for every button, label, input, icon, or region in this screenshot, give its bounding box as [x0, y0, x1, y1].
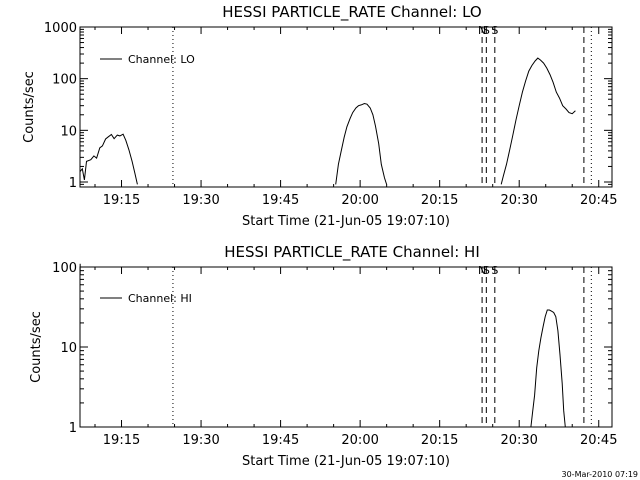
x-tick-label: 20:45: [580, 193, 617, 208]
y-tick-label: 1: [69, 421, 77, 436]
chart-title: HESSI PARTICLE_RATE Channel: HI: [224, 243, 480, 262]
y-axis-label: Counts/sec: [29, 311, 44, 383]
y-tick-label: 1000: [44, 21, 77, 36]
data-series-line: [335, 102, 388, 185]
x-tick-label: 19:15: [103, 433, 140, 448]
x-axis-label: Start Time (21-Jun-05 19:07:10): [242, 454, 450, 469]
x-tick-label: 19:45: [262, 433, 299, 448]
y-tick-label: 100: [52, 261, 77, 276]
x-tick-label: 19:30: [182, 193, 219, 208]
x-tick-label: 20:15: [421, 433, 458, 448]
event-marker-label: N: [478, 264, 486, 277]
footer-timestamp: 30-Mar-2010 07:19: [562, 470, 639, 479]
data-series-line: [530, 309, 566, 428]
y-tick-label: 10: [60, 341, 77, 356]
x-tick-label: 20:45: [580, 433, 617, 448]
legend-label: Channel: HI: [128, 292, 192, 305]
data-series-line: [500, 57, 576, 185]
chart-panel-lo: HESSI PARTICLE_RATE Channel: LO Start Ti…: [22, 3, 617, 229]
x-tick-label: 20:00: [341, 433, 378, 448]
event-marker-label: N: [478, 24, 486, 37]
y-tick-label: 10: [60, 124, 77, 139]
event-marker-label: S: [491, 264, 498, 277]
chart-panel-hi: HESSI PARTICLE_RATE Channel: HI Start Ti…: [29, 243, 617, 469]
legend-label: Channel: LO: [128, 53, 195, 66]
x-tick-label: 19:30: [182, 433, 219, 448]
chart-title: HESSI PARTICLE_RATE Channel: LO: [222, 3, 481, 22]
x-tick-label: 20:30: [500, 193, 537, 208]
plot-frame: [79, 26, 613, 188]
x-tick-label: 19:15: [103, 193, 140, 208]
y-tick-label: 1: [69, 176, 77, 191]
x-tick-label: 20:15: [421, 193, 458, 208]
data-series-line: [79, 133, 138, 185]
y-tick-label: 100: [52, 73, 77, 88]
event-marker-label: S: [483, 24, 490, 37]
x-axis-label: Start Time (21-Jun-05 19:07:10): [242, 214, 450, 229]
y-axis-label: Counts/sec: [22, 71, 37, 143]
x-tick-label: 20:00: [341, 193, 378, 208]
x-tick-label: 20:30: [500, 433, 537, 448]
event-marker-label: S: [483, 264, 490, 277]
event-marker-label: S: [491, 24, 498, 37]
plot-frame: [79, 266, 613, 428]
x-tick-label: 19:45: [262, 193, 299, 208]
